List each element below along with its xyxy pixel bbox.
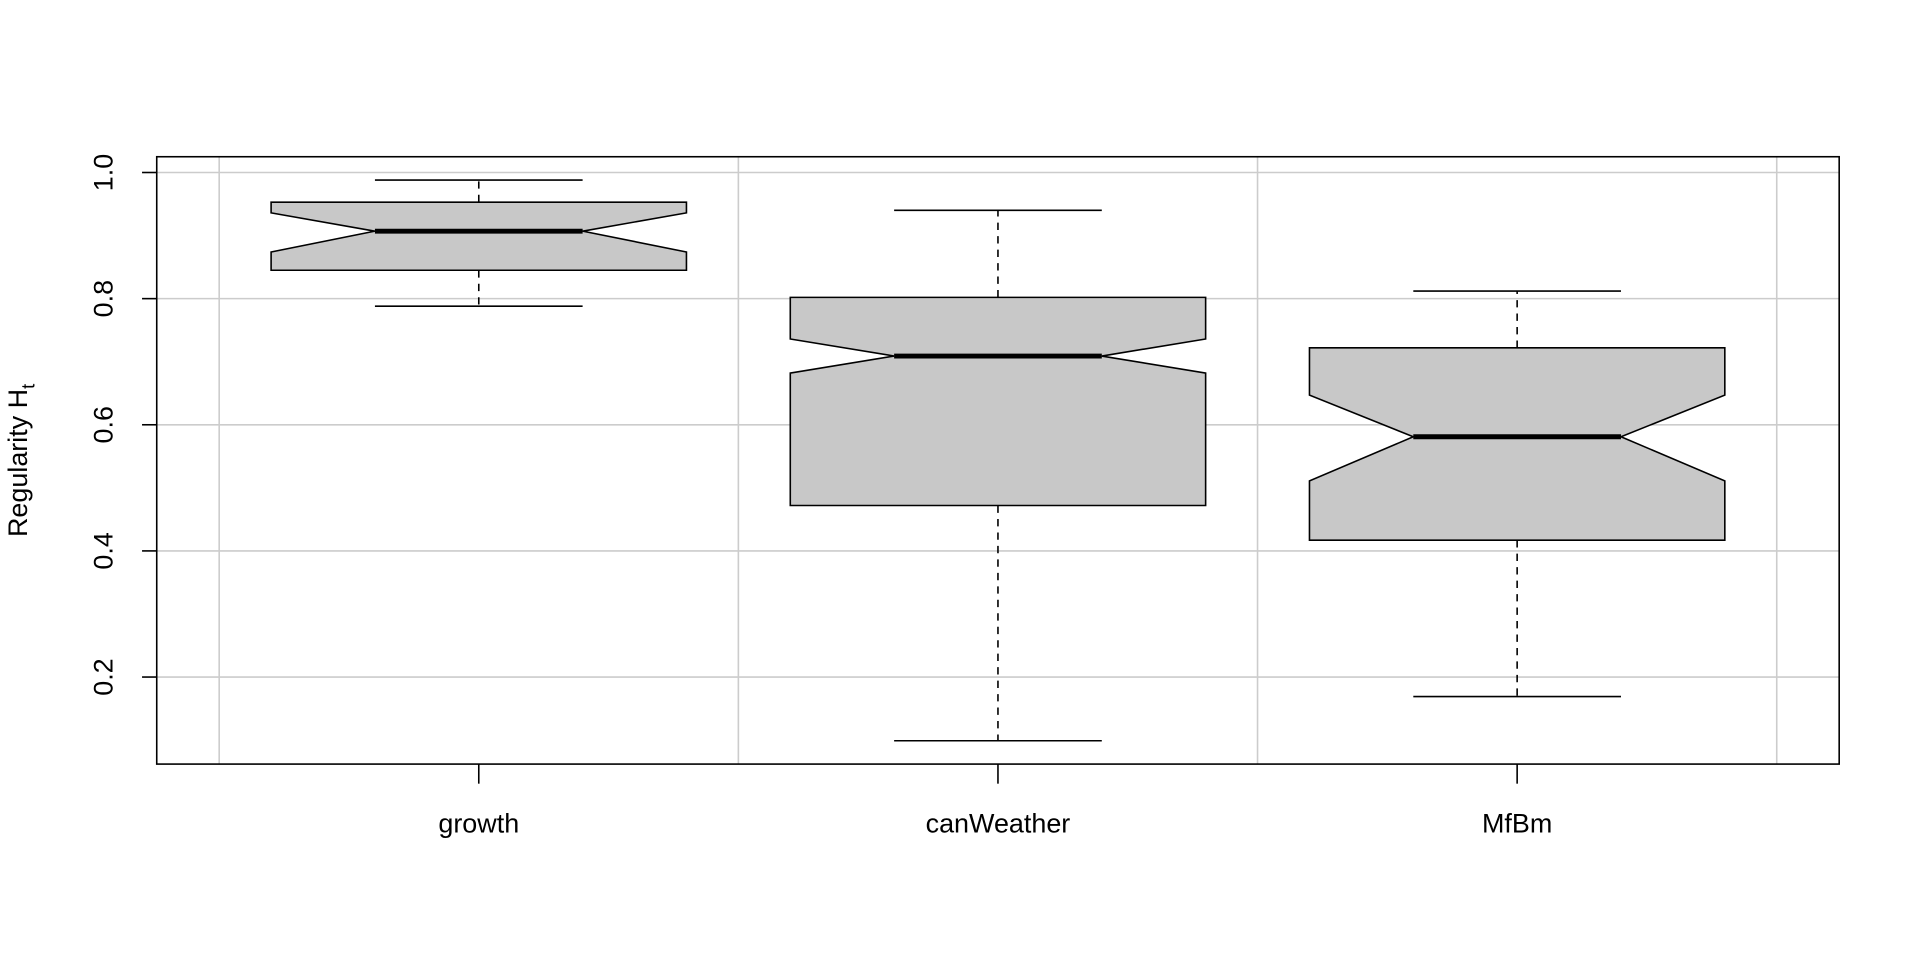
notched-box [1308,347,1726,541]
boxes [270,179,1726,742]
y-tick-label: 0.6 [89,406,119,443]
y-tick-label: 0.8 [89,280,119,317]
notched-box [789,296,1207,507]
y-tick-label: 1.0 [89,154,119,191]
x-tick-label: MfBm [1482,809,1552,839]
x-tick-label: growth [438,809,519,839]
box-MfBm [1308,290,1726,698]
x-tick-label: canWeather [926,809,1071,839]
notched-box [270,201,688,272]
box-canWeather [789,209,1207,742]
y-tick-label: 0.4 [89,532,119,569]
y-axis: 0.2 0.4 0.6 0.8 1.0 [89,154,157,696]
y-axis-label: Regularity Ht [3,384,38,537]
box-growth [270,179,688,308]
y-tick-label: 0.2 [89,658,119,695]
x-axis: growth canWeather MfBm [438,764,1552,839]
